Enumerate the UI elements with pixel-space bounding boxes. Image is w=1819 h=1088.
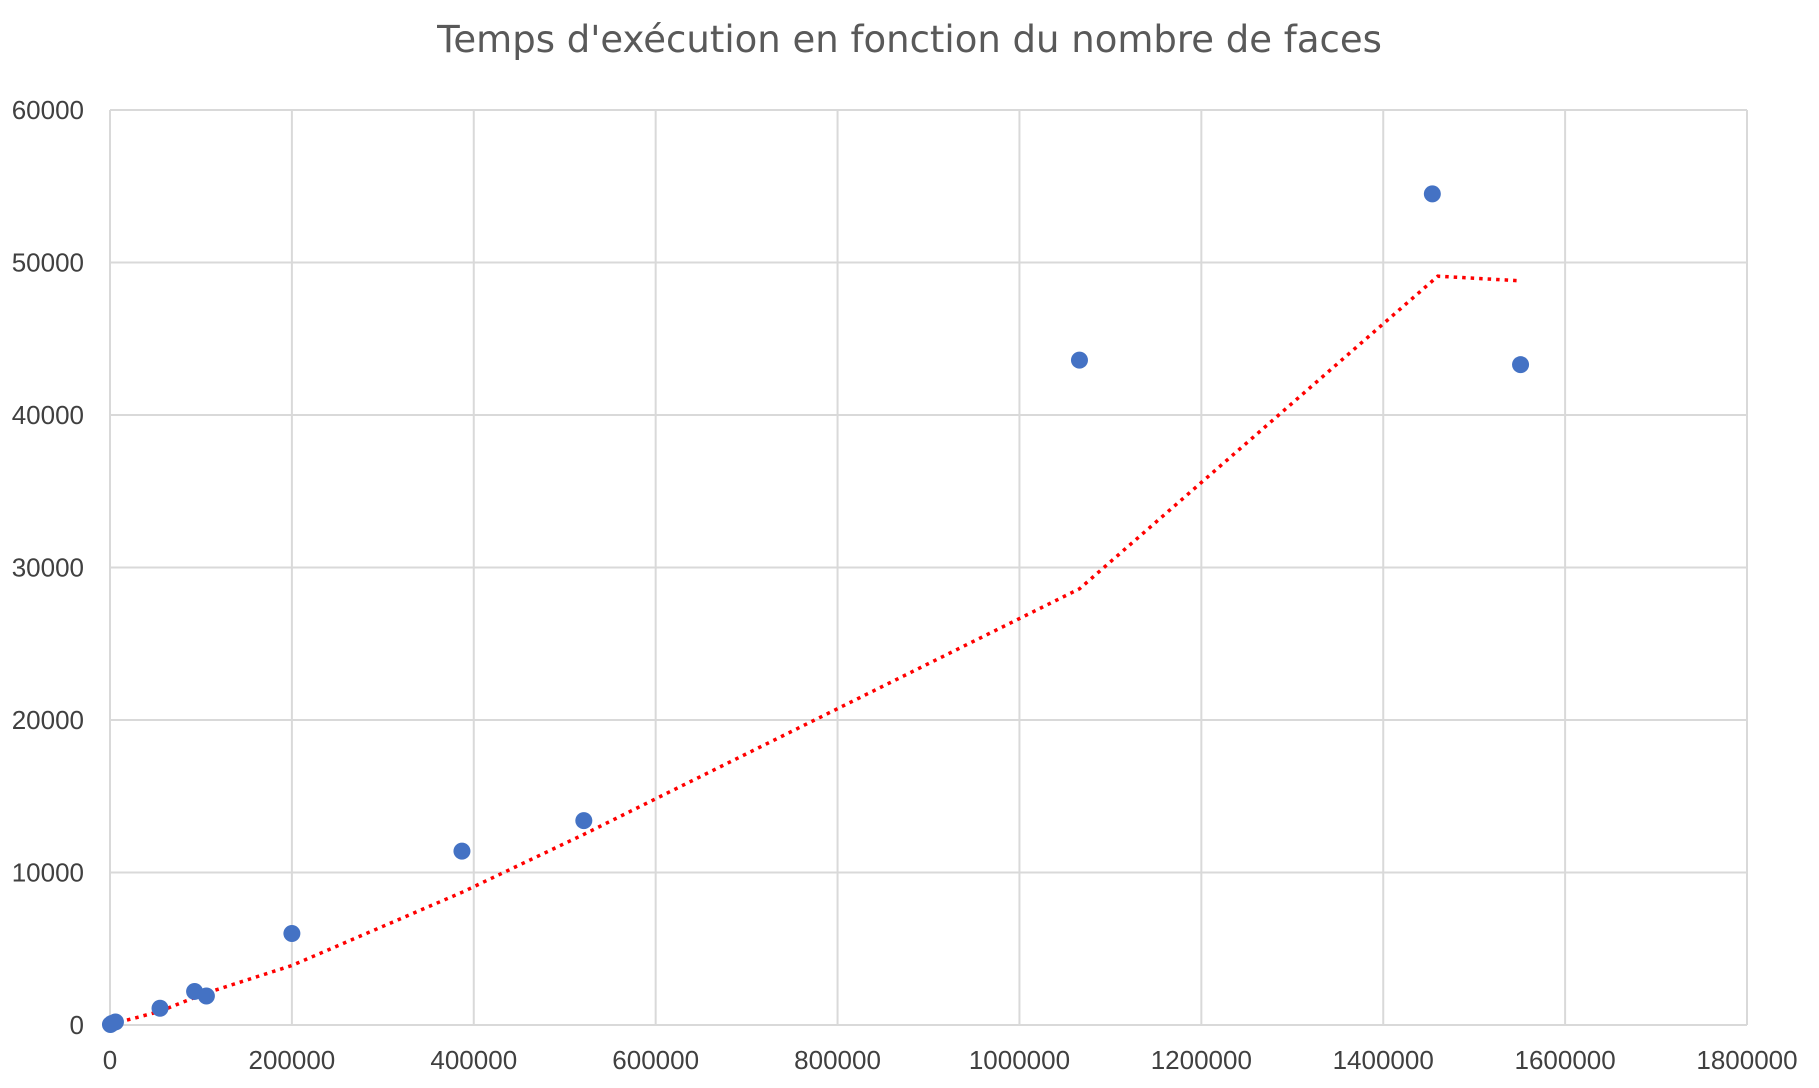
- x-tick-label: 0: [103, 1045, 117, 1075]
- y-tick-label: 10000: [12, 858, 84, 888]
- y-tick-label: 40000: [12, 400, 84, 430]
- data-point: [1070, 351, 1088, 369]
- data-point: [283, 925, 301, 942]
- data-point: [106, 1013, 124, 1031]
- chart-title: Temps d'exécution en fonction du nombre …: [437, 18, 1382, 61]
- y-tick-label: 20000: [12, 705, 84, 735]
- data-point: [1512, 356, 1530, 374]
- data-point: [575, 812, 593, 830]
- x-axis-ticks: 0 200000 400000 600000 800000 1000000 1200000 1…: [103, 1045, 1798, 1075]
- y-axis-ticks: 0 10000 20000 30000 40000 50000 60000: [12, 95, 84, 1040]
- x-tick-label: 1800000: [1696, 1045, 1797, 1075]
- x-tick-label: 800000: [794, 1045, 881, 1075]
- data-point: [197, 987, 215, 1005]
- data-point: [151, 999, 169, 1017]
- trendline: [110, 274, 1521, 1026]
- x-tick-label: 1000000: [969, 1045, 1070, 1075]
- x-tick-label: 400000: [430, 1045, 517, 1075]
- data-point: [1423, 185, 1441, 203]
- x-tick-label: 1400000: [1333, 1045, 1434, 1075]
- y-tick-label: 60000: [12, 95, 84, 125]
- data-points: [101, 185, 1530, 1034]
- y-tick-label: 50000: [12, 248, 84, 278]
- y-tick-label: 30000: [12, 553, 84, 583]
- y-tick-label: 0: [70, 1010, 84, 1040]
- x-tick-label: 600000: [612, 1045, 699, 1075]
- gridlines: [109, 109, 1748, 1026]
- trendline-layer: [110, 274, 1521, 1026]
- x-tick-label: 200000: [249, 1045, 336, 1075]
- data-point: [453, 842, 471, 860]
- x-tick-label: 1600000: [1514, 1045, 1615, 1075]
- x-tick-label: 1200000: [1151, 1045, 1252, 1075]
